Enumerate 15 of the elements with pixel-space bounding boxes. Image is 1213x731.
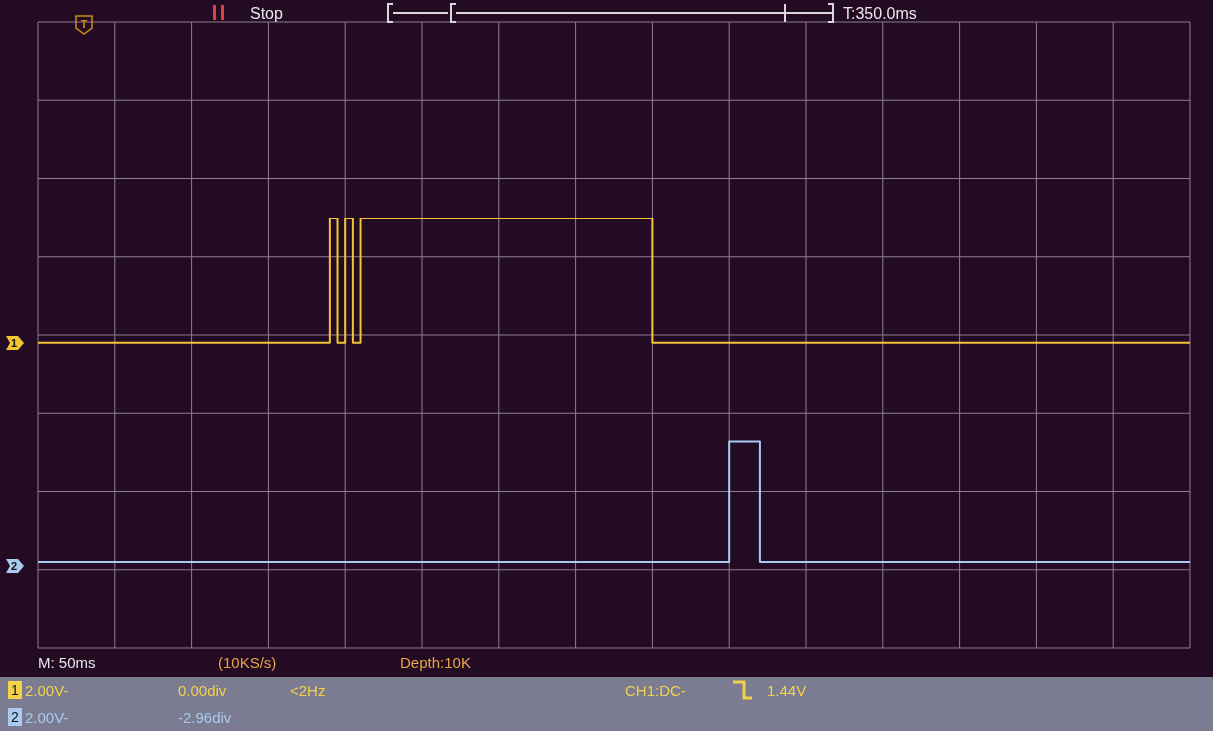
text: Stop: [250, 4, 284, 22]
text: -2.96div: [178, 708, 232, 726]
text: T:350.0ms: [843, 4, 917, 22]
text: <2Hz: [290, 681, 326, 699]
text: M: 50ms: [38, 653, 96, 671]
text: 2.00V-: [25, 681, 69, 699]
text: Depth:10K: [400, 653, 471, 671]
text: 2: [10, 560, 18, 572]
text: T: [80, 18, 88, 30]
text: 2.00V-: [25, 708, 69, 726]
text: CH1:DC-: [625, 681, 686, 699]
text: 0.00div: [178, 681, 227, 699]
text: (10KS/s): [218, 653, 277, 671]
text: 1: [10, 337, 18, 349]
text: 1.44V: [767, 681, 807, 699]
